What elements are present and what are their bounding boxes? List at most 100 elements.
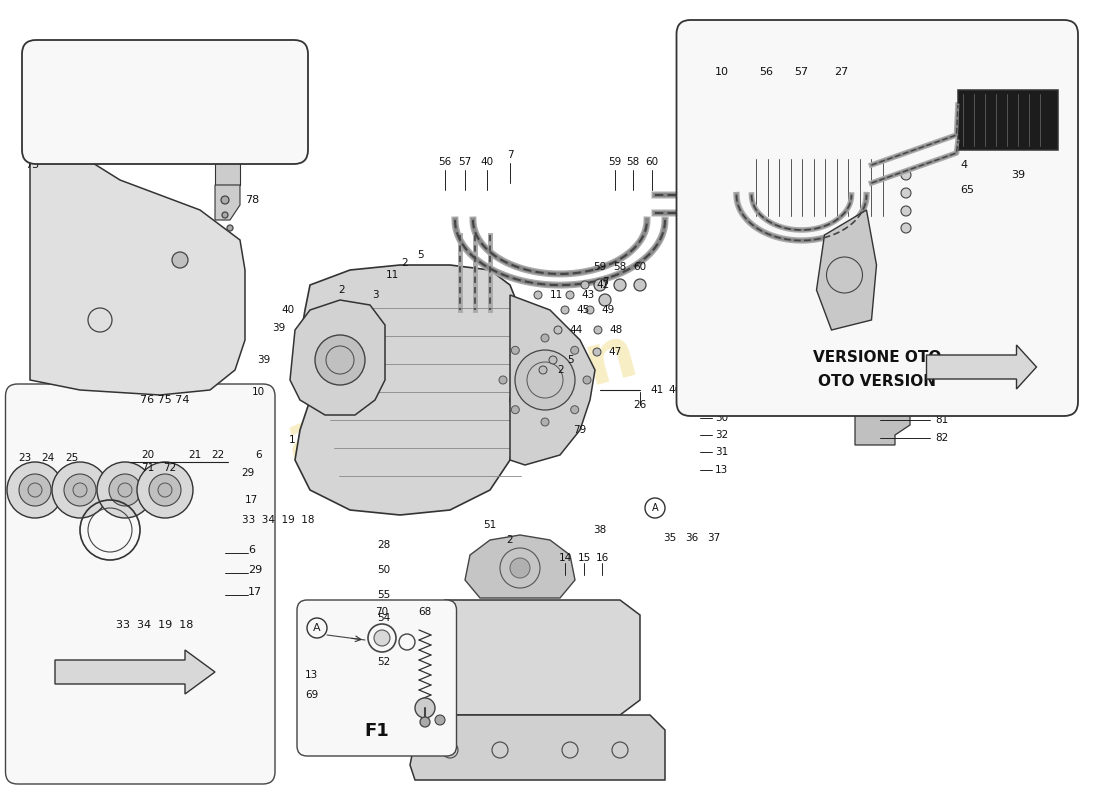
Text: 15: 15 xyxy=(578,553,591,563)
Text: 56: 56 xyxy=(439,157,452,167)
Text: 24: 24 xyxy=(42,453,55,463)
Text: 33  34  19  18: 33 34 19 18 xyxy=(117,620,194,630)
Text: 40: 40 xyxy=(282,305,295,315)
FancyBboxPatch shape xyxy=(22,40,308,164)
Text: 10: 10 xyxy=(715,67,728,77)
Circle shape xyxy=(222,212,228,218)
Text: 10: 10 xyxy=(252,387,265,397)
Circle shape xyxy=(420,717,430,727)
Text: 9: 9 xyxy=(697,385,704,395)
Circle shape xyxy=(97,462,153,518)
Text: A: A xyxy=(651,503,658,513)
Circle shape xyxy=(172,252,188,268)
Text: 79: 79 xyxy=(573,425,586,435)
Text: 5: 5 xyxy=(417,250,424,260)
Text: A: A xyxy=(314,623,321,633)
Polygon shape xyxy=(816,210,877,330)
Circle shape xyxy=(600,294,610,306)
Text: 43: 43 xyxy=(582,290,595,300)
Text: 5: 5 xyxy=(568,355,574,365)
Text: 25: 25 xyxy=(65,453,78,463)
Circle shape xyxy=(434,715,446,725)
Circle shape xyxy=(221,196,229,204)
Text: 53: 53 xyxy=(376,635,390,645)
Polygon shape xyxy=(425,600,640,715)
Text: 64: 64 xyxy=(925,170,938,180)
Circle shape xyxy=(227,225,233,231)
Text: 37: 37 xyxy=(707,533,721,543)
Text: 57: 57 xyxy=(794,67,808,77)
Circle shape xyxy=(28,483,42,497)
Text: 7: 7 xyxy=(507,150,514,160)
Circle shape xyxy=(138,462,192,518)
Polygon shape xyxy=(30,155,245,395)
Circle shape xyxy=(512,346,519,354)
Text: 39: 39 xyxy=(272,323,285,333)
Text: apassion: apassion xyxy=(278,320,646,480)
Text: 28: 28 xyxy=(376,540,390,550)
Text: 17: 17 xyxy=(248,587,262,597)
Text: 60: 60 xyxy=(634,262,647,272)
Text: For replacement of differential: For replacement of differential xyxy=(80,104,250,114)
Text: 65: 65 xyxy=(960,185,974,195)
Text: 23: 23 xyxy=(19,453,32,463)
Polygon shape xyxy=(840,310,895,415)
Circle shape xyxy=(901,206,911,216)
Circle shape xyxy=(109,474,141,506)
Text: 71: 71 xyxy=(142,463,155,473)
Text: 41: 41 xyxy=(650,385,663,395)
Circle shape xyxy=(901,223,911,233)
Text: 70: 70 xyxy=(375,607,388,617)
Text: 66: 66 xyxy=(713,385,726,395)
Text: 29: 29 xyxy=(242,468,255,478)
Circle shape xyxy=(510,558,530,578)
Circle shape xyxy=(549,356,557,364)
Text: 54: 54 xyxy=(376,613,390,623)
Circle shape xyxy=(583,376,591,384)
Text: VERSIONE OTO: VERSIONE OTO xyxy=(813,350,942,366)
Circle shape xyxy=(515,350,575,410)
Circle shape xyxy=(158,483,172,497)
Text: 39: 39 xyxy=(256,355,270,365)
Circle shape xyxy=(19,474,51,506)
Text: 36: 36 xyxy=(685,533,698,543)
Text: 7: 7 xyxy=(602,277,608,287)
Text: 11: 11 xyxy=(385,270,398,280)
Text: 80: 80 xyxy=(935,395,948,405)
Text: 68: 68 xyxy=(418,607,431,617)
Text: 55: 55 xyxy=(376,590,390,600)
Text: 2: 2 xyxy=(558,365,564,375)
Text: 40: 40 xyxy=(481,157,494,167)
Text: 26: 26 xyxy=(634,400,647,410)
Circle shape xyxy=(561,306,569,314)
Text: S: S xyxy=(984,26,1056,123)
Circle shape xyxy=(415,698,434,718)
Text: 45: 45 xyxy=(576,305,590,315)
Text: 59: 59 xyxy=(593,262,606,272)
Text: 2: 2 xyxy=(339,285,345,295)
Text: 60: 60 xyxy=(646,157,659,167)
Text: 50: 50 xyxy=(377,565,390,575)
Circle shape xyxy=(73,483,87,497)
Text: 48: 48 xyxy=(609,325,623,335)
Circle shape xyxy=(586,306,594,314)
Text: vedere anche tavola 37: vedere anche tavola 37 xyxy=(99,82,231,92)
Bar xyxy=(958,90,1058,150)
Text: 59: 59 xyxy=(925,258,938,268)
Text: 27: 27 xyxy=(835,67,848,77)
Text: 6: 6 xyxy=(248,545,255,555)
Text: 72: 72 xyxy=(164,463,177,473)
Circle shape xyxy=(901,170,911,180)
Circle shape xyxy=(148,474,182,506)
Polygon shape xyxy=(30,100,240,155)
Text: 6: 6 xyxy=(255,450,262,460)
Text: 3: 3 xyxy=(372,290,378,300)
Circle shape xyxy=(554,326,562,334)
FancyBboxPatch shape xyxy=(676,20,1078,416)
Polygon shape xyxy=(55,650,215,694)
Text: 2: 2 xyxy=(507,535,514,545)
Circle shape xyxy=(541,418,549,426)
Text: 38: 38 xyxy=(593,525,606,535)
Polygon shape xyxy=(295,265,520,515)
Circle shape xyxy=(539,366,547,374)
